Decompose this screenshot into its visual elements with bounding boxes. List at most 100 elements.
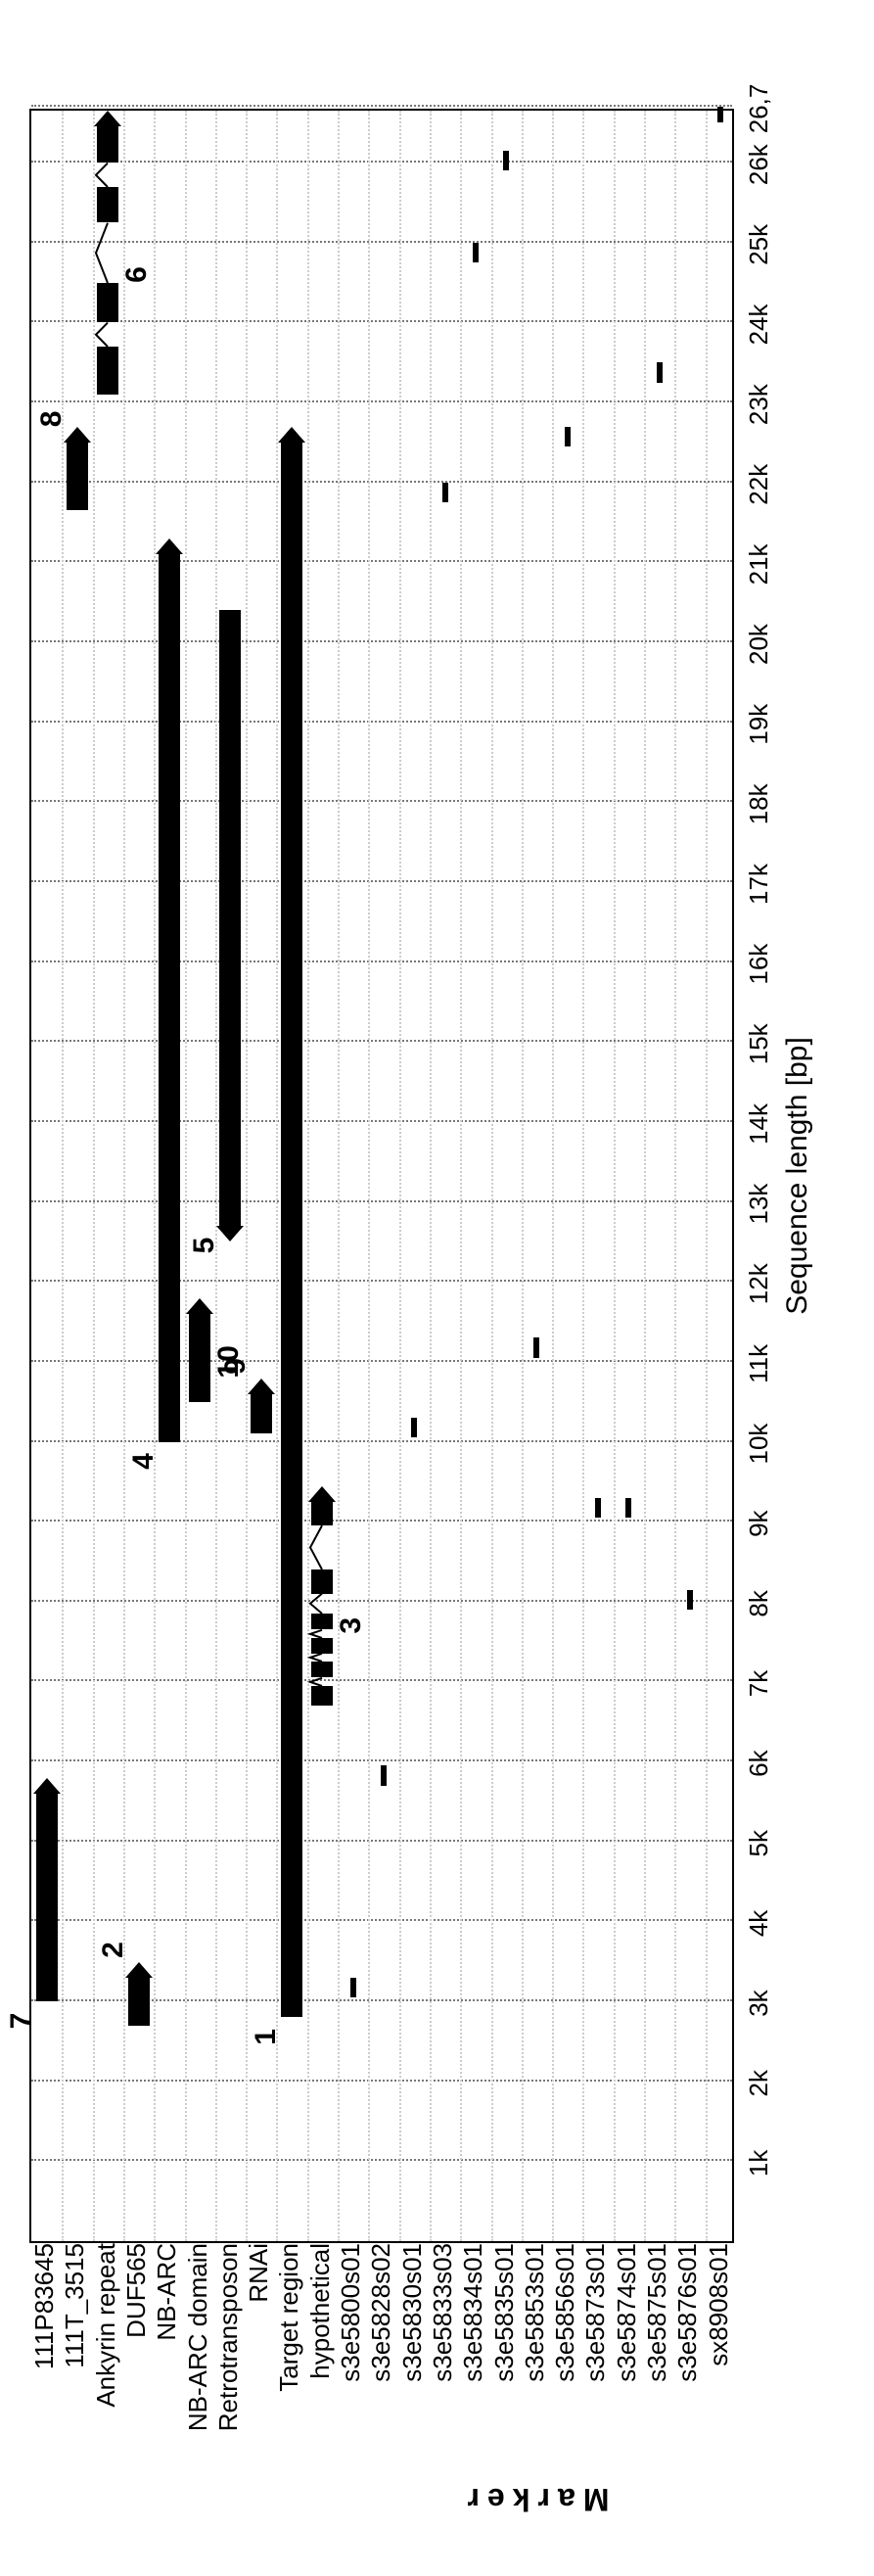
feature-bar (281, 443, 302, 2017)
marker-tick (473, 243, 479, 262)
row-separator (307, 111, 309, 2241)
row-label: 111P83645 (29, 2243, 60, 2576)
x-tick-label: 21k (744, 543, 774, 585)
feature-number: 9 (219, 1358, 253, 1375)
gridline (31, 105, 732, 107)
gridline (31, 2080, 732, 2082)
row-label: s3e5856s01 (550, 2243, 580, 2576)
x-tick-label: 14k (744, 1103, 774, 1145)
x-tick-label: 9k (744, 1510, 774, 1536)
row-label: s3e5833s03 (428, 2243, 458, 2576)
feature-bar (128, 1978, 150, 2026)
row-separator (154, 111, 156, 2241)
figure: 786241059131k2k3k4k5k6k7k8k9k10k11k12k13… (0, 0, 874, 2576)
row-label: s3e5873s01 (580, 2243, 611, 2576)
gridline (31, 161, 732, 163)
feature-bar (251, 1394, 272, 1434)
row-separator (706, 111, 708, 2241)
gridline (31, 880, 732, 882)
row-separator (614, 111, 616, 2241)
feature-bar (97, 347, 118, 395)
marker-tick (503, 151, 509, 170)
row-label: Ankyrin repeat (91, 2243, 121, 2576)
gridline (31, 1520, 732, 1522)
gridline (31, 1200, 732, 1202)
feature-bar (311, 1502, 333, 1525)
marker-group-label: Marker (460, 2481, 610, 2517)
x-tick-label: 20k (744, 624, 774, 665)
marker-tick (595, 1498, 601, 1518)
gridline (31, 1440, 732, 1442)
x-tick-label: 26k (744, 144, 774, 185)
row-separator (430, 111, 432, 2241)
row-label: Retrotransposon (213, 2243, 244, 2576)
feature-bar (311, 1614, 333, 1629)
x-tick-label: 12k (744, 1263, 774, 1304)
row-label: s3e5853s01 (520, 2243, 550, 2576)
gridline (31, 1919, 732, 1921)
x-tick-label: 23k (744, 384, 774, 425)
gridline (31, 721, 732, 723)
feature-bar (311, 1662, 333, 1677)
feature-bar (36, 1794, 58, 2001)
feature-number: 2 (97, 1942, 130, 1958)
row-separator (215, 111, 217, 2241)
gridline (31, 481, 732, 483)
row-separator (338, 111, 340, 2241)
genome-track-plot: 786241059131k2k3k4k5k6k7k8k9k10k11k12k13… (0, 0, 874, 2576)
gridline (31, 960, 732, 962)
x-tick-label: 2k (744, 2070, 774, 2096)
feature-number: 8 (35, 411, 69, 428)
row-separator (552, 111, 554, 2241)
row-label: RNAi (244, 2243, 274, 2576)
row-label: Target region (274, 2243, 304, 2576)
x-tick-label: 3k (744, 1990, 774, 2016)
row-separator (491, 111, 493, 2241)
x-tick-label: 1k (744, 2150, 774, 2177)
marker-tick (687, 1590, 693, 1610)
x-axis-title: Sequence length [bp] (781, 1037, 814, 1315)
marker-tick (565, 427, 571, 446)
row-label: 111T_3515 (60, 2243, 90, 2576)
marker-tick (533, 1337, 539, 1357)
row-label: hypothetical (305, 2243, 336, 2576)
x-tick-label: 16k (744, 944, 774, 985)
feature-number: 1 (250, 2029, 283, 2045)
x-tick-label: 25k (744, 224, 774, 265)
gridline (31, 560, 732, 562)
row-label: s3e5874s01 (612, 2243, 642, 2576)
row-label: sx8908s01 (704, 2243, 734, 2576)
row-label: NB-ARC domain (183, 2243, 213, 2576)
row-separator (674, 111, 676, 2241)
row-separator (246, 111, 248, 2241)
x-tick-label: 24k (744, 304, 774, 345)
gridline (31, 1360, 732, 1362)
plot-area: 78624105913 (29, 109, 734, 2243)
gridline (31, 1040, 732, 1042)
marker-tick (350, 1978, 356, 1997)
feature-number: 5 (188, 1238, 221, 1254)
row-label: s3e5875s01 (642, 2243, 672, 2576)
x-tick-label: 10k (744, 1424, 774, 1465)
marker-tick (411, 1418, 417, 1437)
row-label: DUF565 (121, 2243, 152, 2576)
feature-bar (97, 283, 118, 323)
row-separator (460, 111, 462, 2241)
row-separator (399, 111, 401, 2241)
feature-bar (219, 610, 241, 1226)
x-tick-label: 19k (744, 704, 774, 745)
feature-bar (311, 1638, 333, 1654)
row-label: s3e5834s01 (458, 2243, 488, 2576)
marker-tick (657, 362, 663, 382)
marker-tick (381, 1765, 387, 1785)
row-separator (644, 111, 646, 2241)
gridline (31, 1759, 732, 1761)
feature-bar (159, 554, 180, 1441)
x-tick-label: 26,7 (744, 84, 774, 134)
x-tick-label: 8k (744, 1590, 774, 1616)
feature-bar (189, 1314, 210, 1402)
x-tick-label: 15k (744, 1023, 774, 1064)
gridline (31, 800, 732, 802)
gridline (31, 2159, 732, 2161)
row-label: NB-ARC (152, 2243, 182, 2576)
